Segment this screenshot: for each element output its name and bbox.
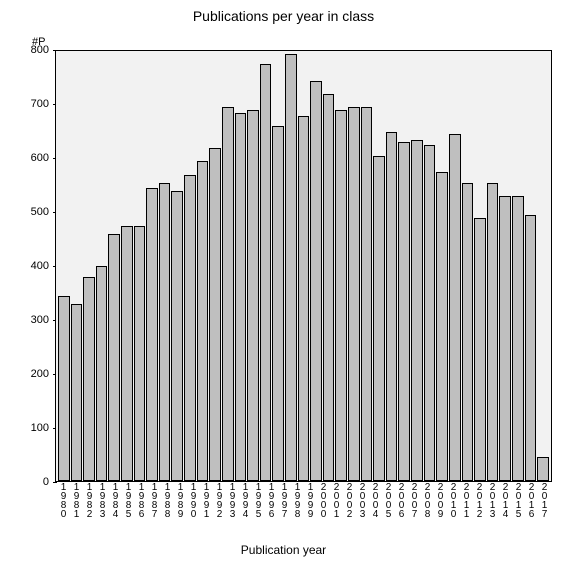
x-tick-label: 2007 xyxy=(408,482,420,532)
bar xyxy=(71,304,83,481)
x-tick-label: 1982 xyxy=(83,482,95,532)
bar xyxy=(348,107,360,481)
x-tick-label: 2005 xyxy=(382,482,394,532)
x-tick-label: 2011 xyxy=(460,482,472,532)
x-tick-label: 2009 xyxy=(434,482,446,532)
bar xyxy=(222,107,234,481)
x-tick-label: 1999 xyxy=(304,482,316,532)
x-tick-label: 1983 xyxy=(96,482,108,532)
x-tick-label: 1987 xyxy=(148,482,160,532)
bar xyxy=(96,266,108,481)
bar xyxy=(525,215,537,481)
bar xyxy=(335,110,347,481)
bar xyxy=(411,140,423,481)
x-tick-label: 1990 xyxy=(187,482,199,532)
x-tick-label: 1997 xyxy=(278,482,290,532)
bar xyxy=(58,296,70,481)
x-tick-label: 2008 xyxy=(421,482,433,532)
y-tick-label: 700 xyxy=(31,98,49,110)
bar xyxy=(235,113,247,481)
bar xyxy=(260,64,272,481)
x-tick-label: 2006 xyxy=(395,482,407,532)
bar xyxy=(171,191,183,481)
bar xyxy=(134,226,146,481)
bar xyxy=(474,218,486,481)
x-tick-label: 1991 xyxy=(200,482,212,532)
x-tick-label: 1988 xyxy=(161,482,173,532)
y-tick-label: 600 xyxy=(31,152,49,164)
bar xyxy=(121,226,133,481)
chart-container: Publications per year in class #P 010020… xyxy=(0,0,567,567)
bar xyxy=(323,94,335,481)
x-axis-ticks: 1980198119821983198419851986198719881989… xyxy=(55,482,552,532)
bar xyxy=(512,196,524,481)
bar xyxy=(108,234,120,481)
y-tick-label: 200 xyxy=(31,368,49,380)
x-tick-label: 1995 xyxy=(252,482,264,532)
y-tick-label: 100 xyxy=(31,422,49,434)
bar xyxy=(361,107,373,481)
bar xyxy=(436,172,448,481)
bar xyxy=(487,183,499,481)
bar xyxy=(247,110,259,481)
bar xyxy=(373,156,385,481)
x-tick-label: 2017 xyxy=(538,482,550,532)
x-tick-label: 2004 xyxy=(369,482,381,532)
x-tick-label: 2014 xyxy=(499,482,511,532)
x-tick-label: 1994 xyxy=(239,482,251,532)
bar xyxy=(398,142,410,481)
x-tick-label: 1992 xyxy=(213,482,225,532)
bar xyxy=(424,145,436,481)
x-tick-label: 2012 xyxy=(473,482,485,532)
bar xyxy=(499,196,511,481)
x-tick-label: 2000 xyxy=(317,482,329,532)
y-tick-label: 400 xyxy=(31,260,49,272)
bar xyxy=(285,54,297,481)
bar xyxy=(209,148,221,481)
x-tick-label: 2002 xyxy=(343,482,355,532)
y-tick-label: 300 xyxy=(31,314,49,326)
bar xyxy=(83,277,95,481)
bar xyxy=(272,126,284,481)
y-tick-label: 0 xyxy=(43,476,49,488)
x-tick-label: 2001 xyxy=(330,482,342,532)
x-axis-label: Publication year xyxy=(0,543,567,557)
bar xyxy=(159,183,171,481)
y-tick-label: 800 xyxy=(31,44,49,56)
x-tick-label: 1986 xyxy=(135,482,147,532)
x-tick-label: 1996 xyxy=(265,482,277,532)
x-tick-label: 1981 xyxy=(70,482,82,532)
bar xyxy=(386,132,398,481)
y-tick-label: 500 xyxy=(31,206,49,218)
x-tick-label: 2003 xyxy=(356,482,368,532)
bar xyxy=(184,175,196,481)
bar xyxy=(449,134,461,481)
plot-area xyxy=(55,50,552,482)
x-tick-label: 2016 xyxy=(525,482,537,532)
bar xyxy=(462,183,474,481)
bar xyxy=(298,116,310,482)
x-tick-label: 2013 xyxy=(486,482,498,532)
chart-title: Publications per year in class xyxy=(0,8,567,24)
x-tick-label: 1980 xyxy=(57,482,69,532)
x-tick-label: 1993 xyxy=(226,482,238,532)
x-tick-label: 1984 xyxy=(109,482,121,532)
bars-group xyxy=(56,51,551,481)
bar xyxy=(197,161,209,481)
bar xyxy=(537,457,549,481)
bar xyxy=(146,188,158,481)
x-tick-label: 1998 xyxy=(291,482,303,532)
x-tick-label: 2010 xyxy=(447,482,459,532)
x-tick-label: 1989 xyxy=(174,482,186,532)
y-axis-ticks: 0100200300400500600700800 xyxy=(0,50,53,482)
x-tick-label: 1985 xyxy=(122,482,134,532)
x-tick-label: 2015 xyxy=(512,482,524,532)
bar xyxy=(310,81,322,481)
